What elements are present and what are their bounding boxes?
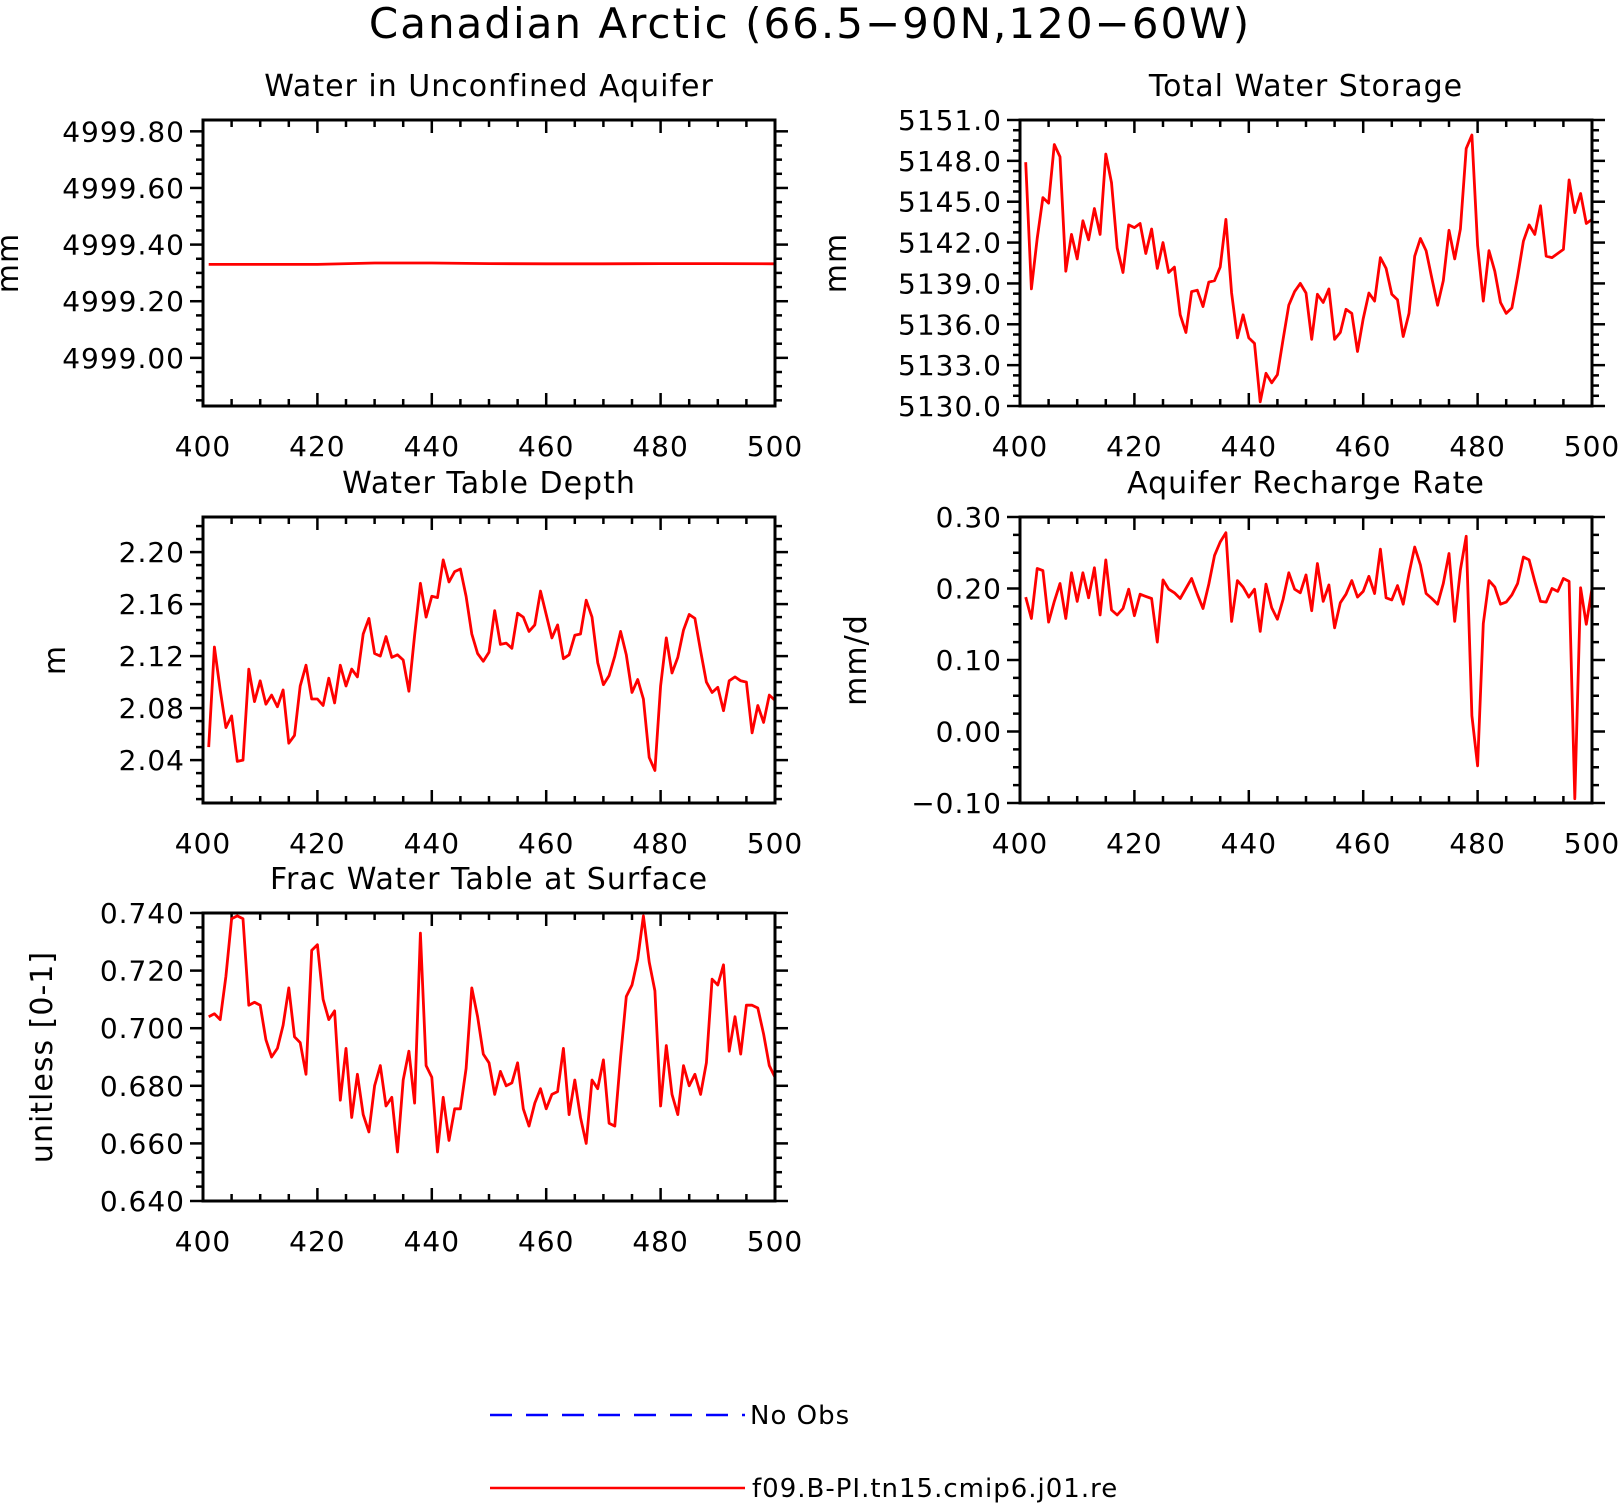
x-tick-label: 400 <box>175 430 231 463</box>
y-tick-label: 0.700 <box>100 1012 185 1045</box>
x-tick-label: 500 <box>747 1225 803 1258</box>
x-tick-label: 460 <box>518 827 574 860</box>
panel-title: Water in Unconfined Aquifer <box>264 69 714 104</box>
x-tick-label: 480 <box>632 1225 688 1258</box>
x-tick-label: 460 <box>1335 827 1391 860</box>
x-tick-label: 500 <box>1564 827 1620 860</box>
y-tick-label: 2.12 <box>119 640 185 673</box>
x-tick-label: 480 <box>632 430 688 463</box>
y-tick-label: 4999.20 <box>62 285 185 318</box>
y-axis-label: m <box>38 645 73 675</box>
y-tick-label: 0.740 <box>100 897 185 930</box>
plot-frame <box>1018 515 1594 805</box>
y-tick-label: 4999.00 <box>62 342 185 375</box>
x-tick-label: 400 <box>992 827 1048 860</box>
x-tick-label: 460 <box>1335 430 1391 463</box>
y-tick-label: 5151.0 <box>898 104 1002 137</box>
y-tick-label: 0.00 <box>936 716 1002 749</box>
plot-frame <box>201 515 777 805</box>
y-tick-label: 0.30 <box>936 501 1002 534</box>
y-tick-label: 0.10 <box>936 644 1002 677</box>
x-tick-label: 400 <box>175 1225 231 1258</box>
y-tick-label: 0.680 <box>100 1070 185 1103</box>
y-tick-label: 2.04 <box>119 744 185 777</box>
x-tick-label: 500 <box>1564 430 1620 463</box>
y-tick-label: 2.20 <box>119 536 185 569</box>
x-tick-label: 400 <box>175 827 231 860</box>
series-line-aquifer-water <box>208 261 776 266</box>
legend-label-model: f09.B-PI.tn15.cmip6.j01.re <box>752 1474 1118 1504</box>
y-axis-label: mm <box>0 233 26 293</box>
y-tick-label: 5136.0 <box>898 308 1002 341</box>
x-tick-label: 420 <box>1106 430 1162 463</box>
x-tick-label: 480 <box>632 827 688 860</box>
plot-frame <box>201 118 777 408</box>
x-tick-label: 420 <box>1106 827 1162 860</box>
x-tick-label: 480 <box>1449 430 1505 463</box>
x-tick-label: 460 <box>518 430 574 463</box>
x-tick-label: 440 <box>404 1225 460 1258</box>
y-tick-label: 0.20 <box>936 573 1002 606</box>
y-tick-label: 5133.0 <box>898 349 1002 382</box>
y-tick-label: 2.16 <box>119 588 185 621</box>
x-tick-label: 420 <box>289 1225 345 1258</box>
x-tick-label: 440 <box>1221 430 1277 463</box>
x-tick-label: 420 <box>289 430 345 463</box>
y-tick-label: 4999.40 <box>62 229 185 262</box>
legend: No Obs f09.B-PI.tn15.cmip6.j01.re <box>490 1401 1118 1504</box>
y-tick-label: 2.08 <box>119 692 185 725</box>
x-tick-label: 460 <box>518 1225 574 1258</box>
plot-frame <box>201 911 777 1203</box>
panel-water-table-depth: Water Table Depth m 400 420 440 460 480 500 2.04… <box>38 466 803 860</box>
y-tick-label: 5130.0 <box>898 390 1002 423</box>
x-tick-label: 440 <box>404 827 460 860</box>
y-tick-label: 5142.0 <box>898 227 1002 260</box>
y-axis-label: mm/d <box>839 614 874 706</box>
x-tick-label: 420 <box>289 827 345 860</box>
legend-label-no-obs: No Obs <box>750 1401 850 1431</box>
series-line-total-water-storage <box>1024 133 1593 404</box>
x-tick-label: 400 <box>992 430 1048 463</box>
series-line-frac-water-table <box>208 914 777 1154</box>
x-tick-label: 440 <box>1221 827 1277 860</box>
y-tick-label: 0.660 <box>100 1127 185 1160</box>
y-tick-label: 0.720 <box>100 955 185 988</box>
x-tick-label: 480 <box>1449 827 1505 860</box>
panel-title: Frac Water Table at Surface <box>270 862 708 897</box>
panel-total-water-storage: Total Water Storage mm 400 420 440 460 480 500 5… <box>819 69 1620 463</box>
x-tick-label: 440 <box>404 430 460 463</box>
plot-frame <box>1018 118 1594 408</box>
y-tick-label: 5145.0 <box>898 186 1002 219</box>
series-line-water-table-depth <box>207 558 776 772</box>
y-tick-label: 5148.0 <box>898 145 1002 178</box>
y-tick-label: 5139.0 <box>898 267 1002 300</box>
panel-title: Water Table Depth <box>342 466 636 501</box>
y-tick-label: −0.10 <box>911 787 1002 820</box>
x-tick-label: 500 <box>747 430 803 463</box>
x-tick-label: 500 <box>747 827 803 860</box>
panel-frac-water-table: Frac Water Table at Surface unitless [0-1… <box>25 862 803 1258</box>
panel-title: Total Water Storage <box>1148 69 1463 104</box>
panel-aquifer-recharge: Aquifer Recharge Rate mm/d 400 420 440 460 480… <box>839 466 1620 860</box>
y-tick-label: 4999.60 <box>62 172 185 205</box>
panels: Water in Unconfined Aquifer mm 400 420 440 46… <box>0 69 1620 1258</box>
figure-title: Canadian Arctic (66.5−90N,120−60W) <box>369 0 1251 48</box>
series-line-aquifer-recharge <box>1024 531 1594 801</box>
panel-aquifer-water: Water in Unconfined Aquifer mm 400 420 440 46… <box>0 69 803 463</box>
y-tick-label: 0.640 <box>100 1185 185 1218</box>
panel-title: Aquifer Recharge Rate <box>1127 466 1485 501</box>
y-tick-label: 4999.80 <box>62 115 185 148</box>
y-axis-label: unitless [0-1] <box>25 951 60 1163</box>
y-axis-label: mm <box>819 233 854 293</box>
